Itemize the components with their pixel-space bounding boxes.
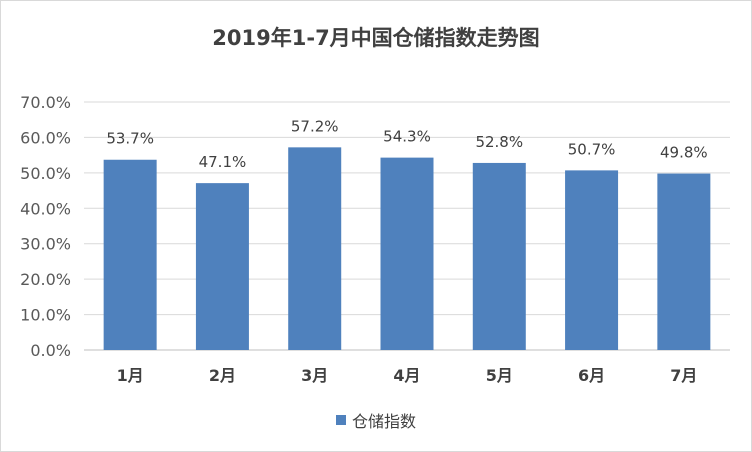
legend: 仓储指数 [0, 408, 752, 432]
data-label: 53.7% [106, 130, 154, 148]
bar [195, 183, 249, 350]
data-label: 49.8% [660, 144, 708, 162]
data-label: 57.2% [291, 117, 339, 135]
y-tick-label: 60.0% [20, 128, 71, 147]
data-label: 50.7% [568, 140, 616, 158]
y-tick-label: 30.0% [20, 235, 71, 254]
chart-title: 2019年1-7月中国仓储指数走势图 [212, 26, 540, 50]
bar [288, 147, 342, 350]
legend-swatch [335, 415, 346, 425]
data-label: 47.1% [199, 153, 247, 171]
legend-label: 仓储指数 [351, 412, 416, 431]
bar [380, 157, 434, 350]
bar [565, 170, 619, 350]
y-tick-label: 0.0% [30, 341, 71, 360]
x-tick-label: 7月 [670, 366, 697, 385]
y-tick-label: 20.0% [20, 270, 71, 289]
x-tick-label: 3月 [301, 366, 328, 385]
data-label: 54.3% [383, 128, 431, 146]
x-tick-label: 4月 [393, 366, 420, 385]
x-tick-label: 2月 [209, 366, 236, 385]
x-tick-label: 1月 [117, 366, 144, 385]
bar [103, 159, 157, 350]
y-tick-label: 50.0% [20, 164, 71, 183]
x-tick-label: 6月 [578, 366, 605, 385]
y-tick-label: 70.0% [20, 93, 71, 112]
x-tick-label: 5月 [486, 366, 513, 385]
bar [657, 173, 711, 350]
y-tick-label: 40.0% [20, 199, 71, 218]
bar [472, 162, 526, 350]
y-tick-label: 10.0% [20, 306, 71, 325]
data-label: 52.8% [475, 133, 523, 151]
